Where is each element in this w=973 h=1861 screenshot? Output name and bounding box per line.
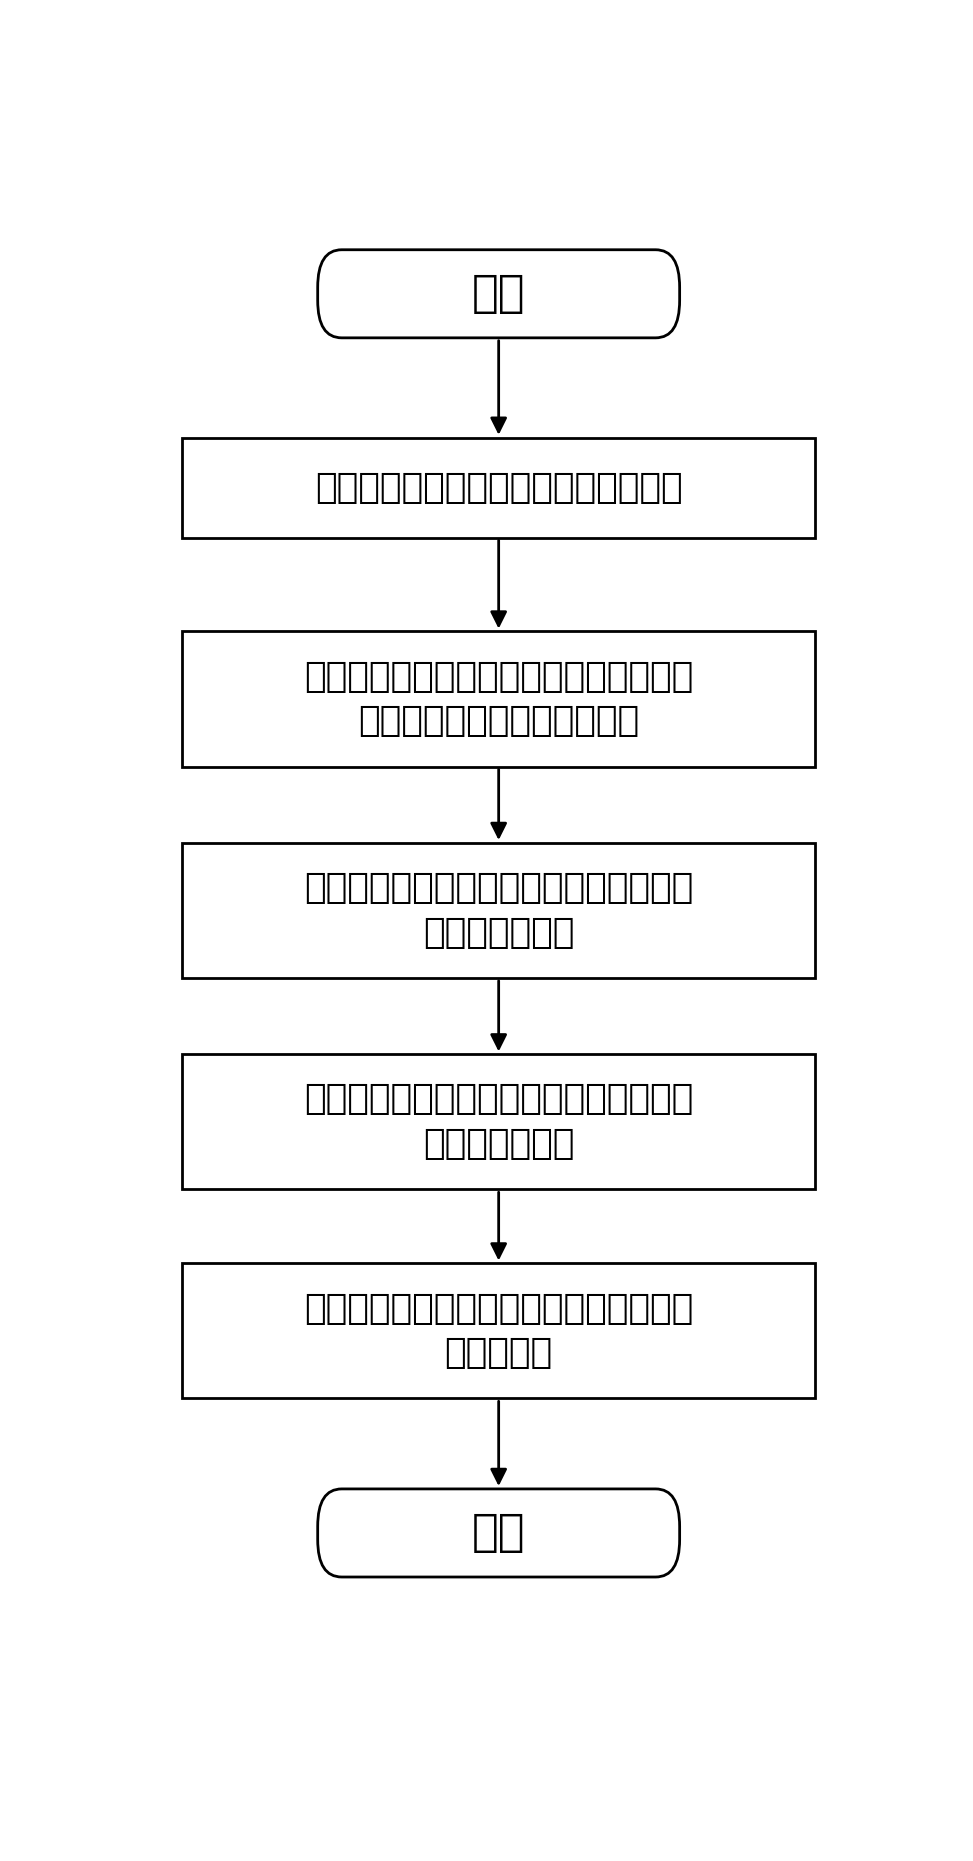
- Bar: [182, 1264, 815, 1398]
- Text: 确定交叉口各进口车道影响通行能力的公
交车辆换道次数: 确定交叉口各进口车道影响通行能力的公 交车辆换道次数: [304, 1083, 694, 1161]
- Bar: [182, 843, 815, 979]
- Bar: [182, 631, 815, 767]
- Text: 确定高峰时段公交车辆排队进站溢出过程
影响的道路通行能力折减系数: 确定高峰时段公交车辆排队进站溢出过程 影响的道路通行能力折减系数: [304, 659, 694, 739]
- Text: 确定每次公交车换道行为对道路通行能力
影响的折减系数: 确定每次公交车换道行为对道路通行能力 影响的折减系数: [304, 871, 694, 949]
- Bar: [182, 437, 815, 538]
- FancyBboxPatch shape: [317, 1489, 679, 1576]
- Text: 结束: 结束: [472, 1511, 525, 1554]
- Text: 开始: 开始: [472, 272, 525, 315]
- Text: 构建交叉口进口道相关交通特征数据集: 构建交叉口进口道相关交通特征数据集: [315, 471, 682, 504]
- Text: 确定上游港湾停靠站影响下交叉口进口车
道通行能力: 确定上游港湾停靠站影响下交叉口进口车 道通行能力: [304, 1292, 694, 1370]
- FancyBboxPatch shape: [317, 249, 679, 339]
- Bar: [182, 1055, 815, 1189]
